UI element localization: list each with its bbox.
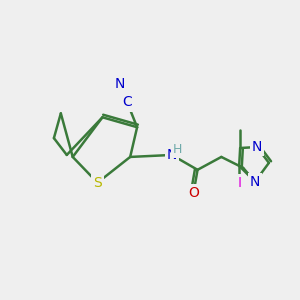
Text: N: N — [115, 76, 125, 91]
Text: H: H — [172, 143, 182, 156]
Text: C: C — [122, 95, 132, 110]
Text: O: O — [188, 186, 199, 200]
Text: N: N — [167, 148, 177, 162]
Text: N: N — [252, 140, 262, 154]
Text: S: S — [93, 176, 102, 190]
Text: H: H — [167, 148, 177, 162]
Text: I: I — [237, 176, 241, 190]
Text: N: N — [250, 175, 260, 189]
